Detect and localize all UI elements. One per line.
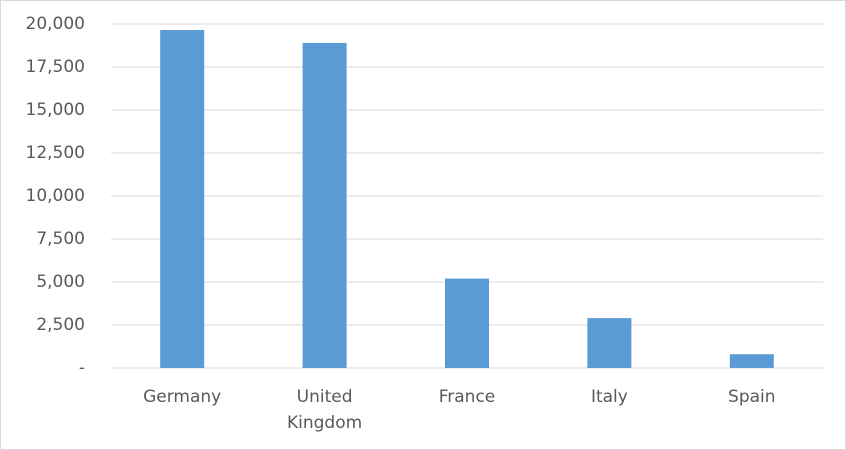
y-tick-label: 2,500 — [36, 315, 85, 335]
y-tick-label: 12,500 — [26, 143, 85, 163]
y-tick-label: 5,000 — [36, 272, 85, 292]
x-tick-label: Spain — [728, 387, 776, 407]
x-tick-label: Germany — [143, 387, 222, 407]
bar — [302, 42, 347, 369]
y-tick-label: 15,000 — [26, 100, 85, 120]
x-tick-label: Italy — [590, 387, 628, 407]
bar — [729, 354, 774, 368]
bar — [445, 278, 489, 368]
bar — [587, 318, 632, 368]
x-tick-label: France — [438, 387, 496, 407]
y-tick-label: 17,500 — [26, 57, 85, 77]
y-tick-label: 20,000 — [26, 14, 85, 34]
y-tick-label: 10,000 — [26, 186, 85, 206]
y-tick-label: - — [79, 358, 85, 378]
y-tick-label: 7,500 — [36, 229, 85, 249]
x-tick-label: United Kingdom — [286, 387, 363, 433]
bar — [160, 30, 205, 369]
